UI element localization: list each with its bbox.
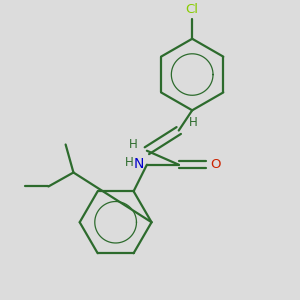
Text: O: O	[210, 158, 220, 171]
Text: H: H	[188, 116, 197, 129]
Text: N: N	[134, 157, 144, 171]
Text: Cl: Cl	[186, 3, 199, 16]
Text: H: H	[128, 138, 137, 151]
Text: H: H	[125, 156, 134, 169]
